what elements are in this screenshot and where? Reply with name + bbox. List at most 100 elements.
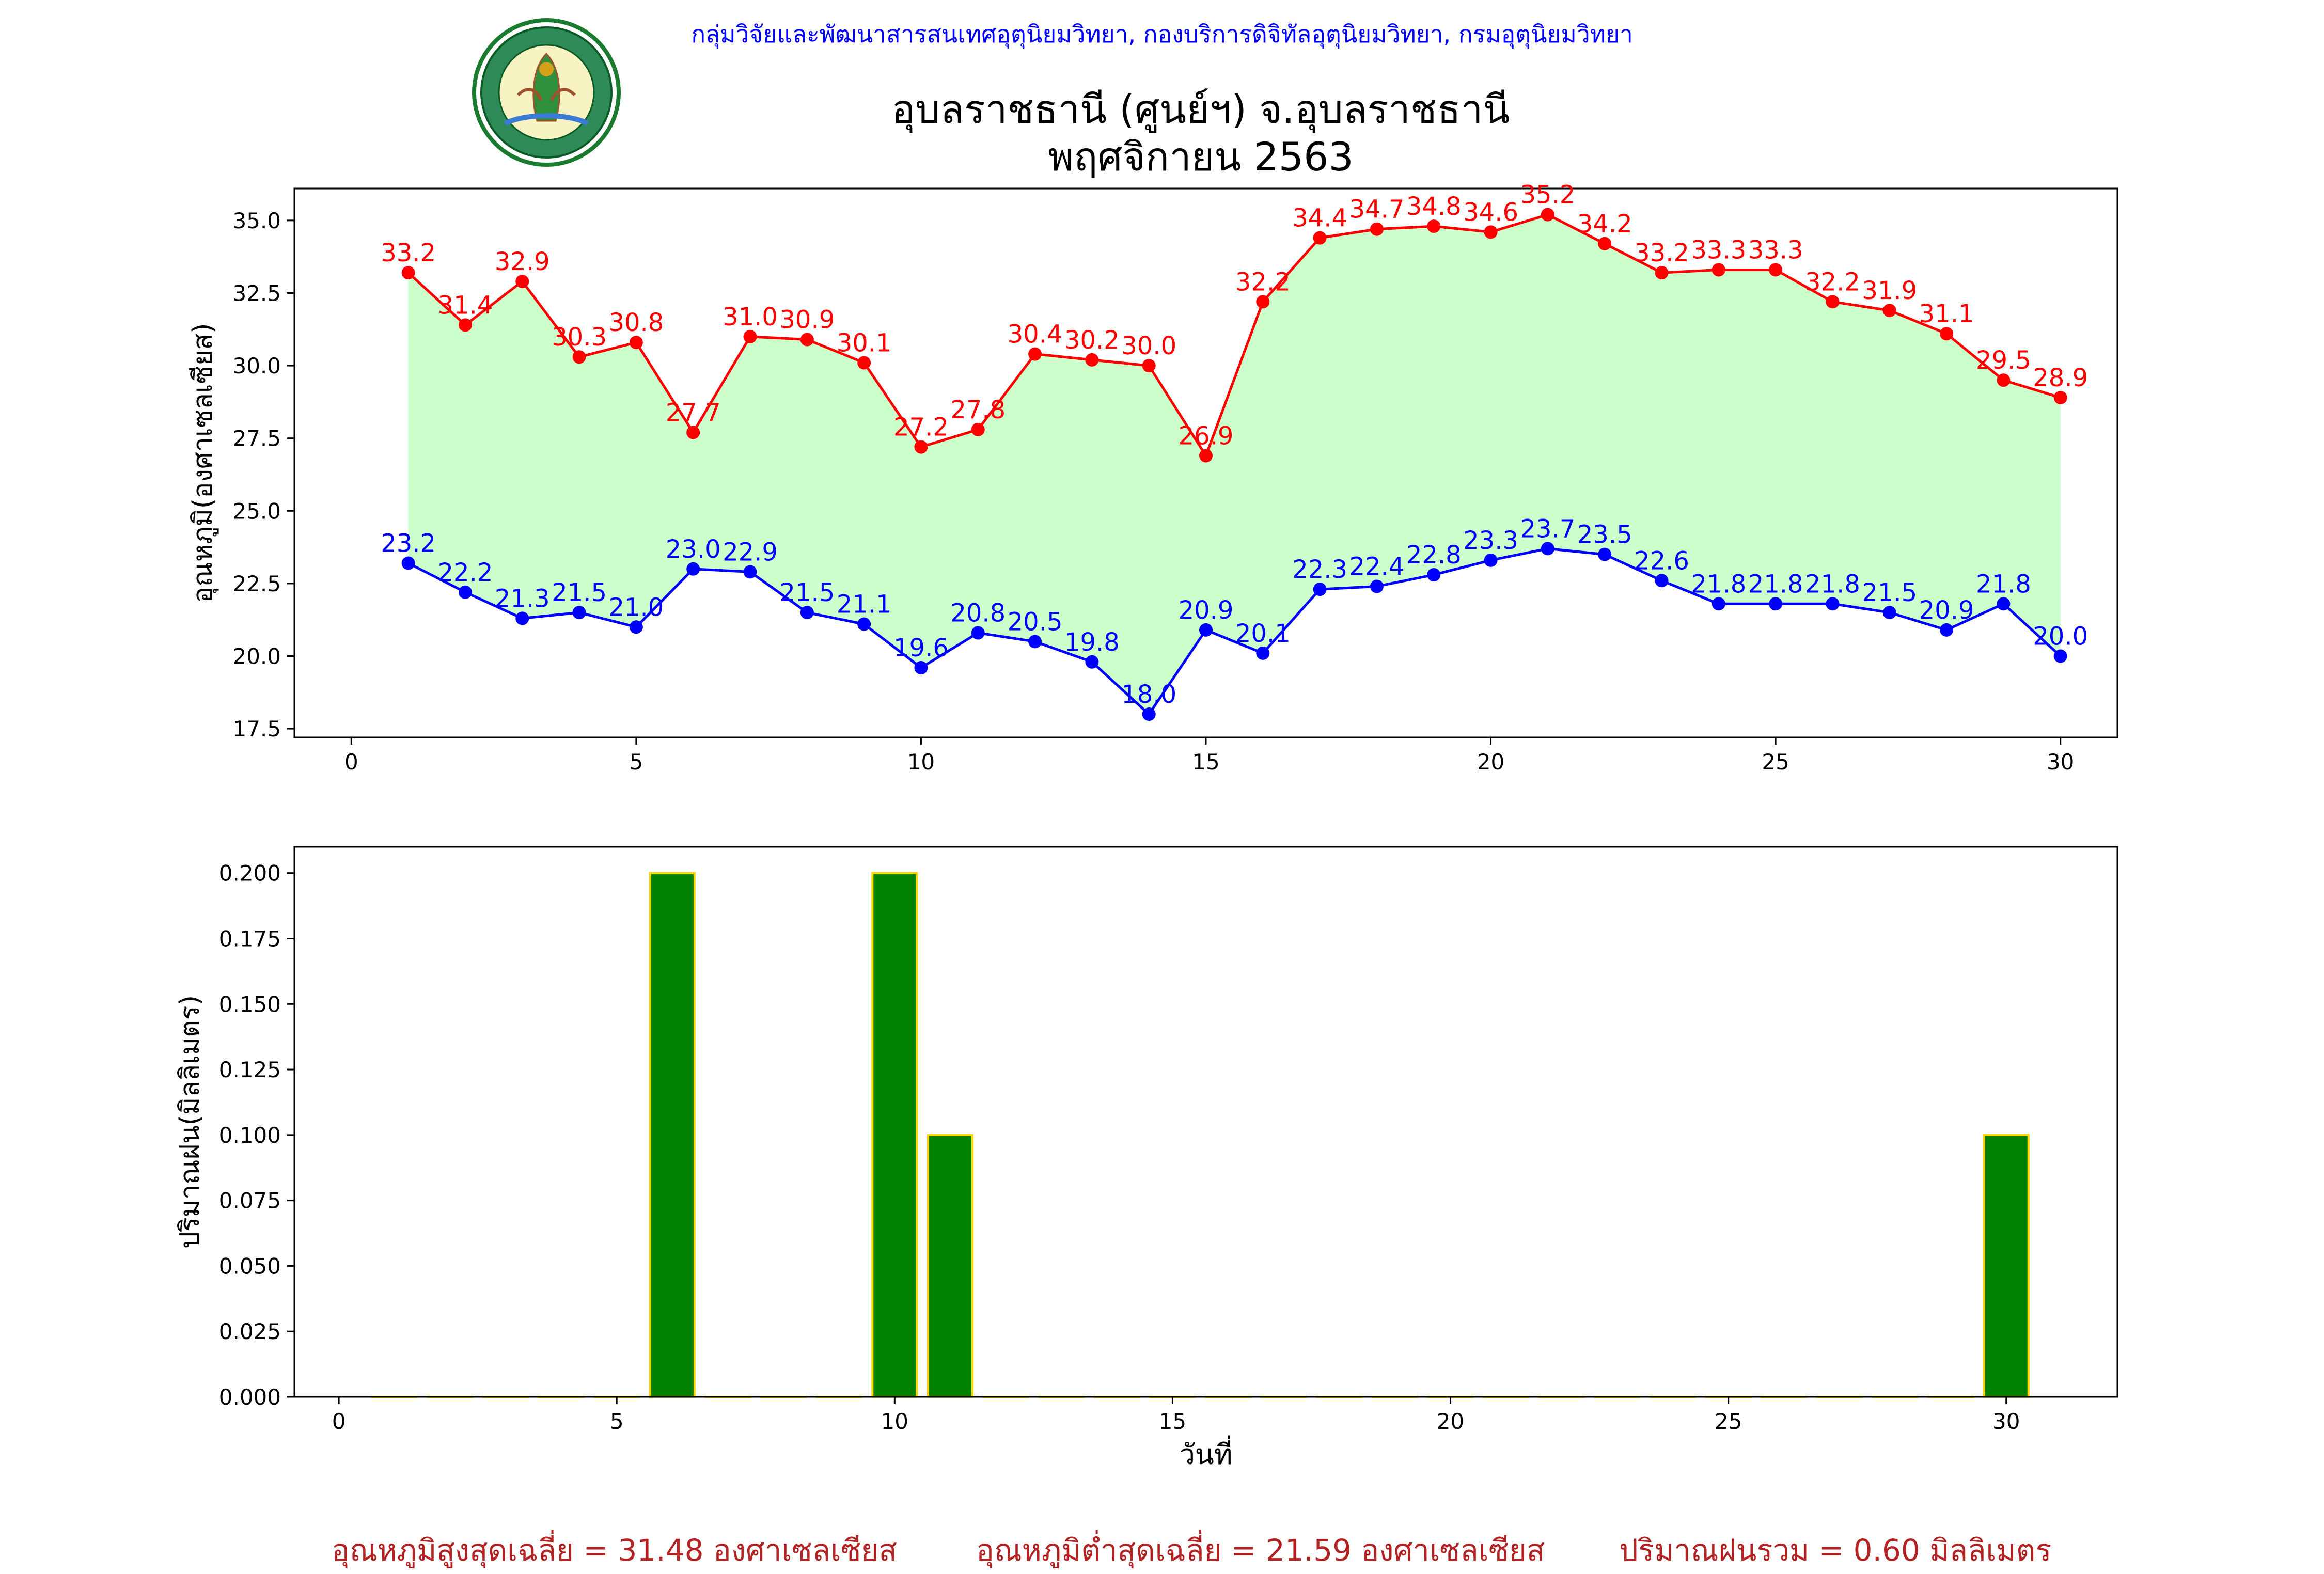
max-temperature-point <box>1085 353 1099 367</box>
min-temperature-label: 22.8 <box>1406 541 1462 570</box>
min-temperature-point <box>1541 542 1554 556</box>
max-temperature-point <box>1370 222 1384 236</box>
chart-subtitle: พฤศจิกายน 2563 <box>1048 134 1354 180</box>
min-temperature-label: 21.8 <box>1805 570 1860 599</box>
max-temperature-label: 33.2 <box>381 239 436 267</box>
max-temperature-point <box>1882 304 1896 318</box>
x-tick-label: 20 <box>1477 749 1504 775</box>
max-temperature-label: 31.0 <box>723 303 778 332</box>
x-tick-label: 25 <box>1715 1409 1742 1434</box>
max-temperature-point <box>971 422 985 436</box>
min-temperature-label: 22.9 <box>723 538 778 566</box>
min-temperature-point <box>1313 583 1327 596</box>
min-temperature-point <box>743 565 757 579</box>
min-temperature-label: 23.0 <box>666 535 721 564</box>
y-tick-label: 0.050 <box>219 1253 281 1279</box>
min-temperature-label: 22.3 <box>1292 555 1347 584</box>
min-temperature-label: 22.2 <box>438 558 493 587</box>
y-tick-label: 0.025 <box>219 1319 281 1344</box>
max-temperature-point <box>1199 449 1213 463</box>
max-temperature-point <box>1256 295 1270 309</box>
footer-avg-max: อุณหภูมิสูงสุดเฉลี่ย = 31.48 องศาเซลเซีย… <box>332 1533 897 1568</box>
max-temperature-point <box>800 333 814 347</box>
max-temperature-point <box>1769 263 1783 277</box>
y-tick-label: 0.000 <box>219 1384 281 1410</box>
max-temperature-point <box>1598 237 1612 250</box>
min-temperature-point <box>1882 606 1896 620</box>
max-temperature-point <box>515 274 529 288</box>
rain-bar <box>649 872 696 1398</box>
min-temperature-point <box>1598 547 1612 561</box>
y-tick-label: 0.100 <box>219 1123 281 1148</box>
min-temperature-point <box>2053 649 2067 663</box>
max-temperature-label: 33.2 <box>1634 239 1689 267</box>
min-temperature-label: 20.0 <box>2033 622 2088 651</box>
min-temperature-point <box>1427 568 1441 582</box>
min-temperature-label: 20.5 <box>1008 607 1063 636</box>
rainfall-chart: 0 5 10 15 20 25 30 0.000 0.025 0.050 0.075 0.100 0.1… <box>175 846 2118 1471</box>
y-tick-label: 0.175 <box>219 926 281 952</box>
min-temperature-point <box>572 606 586 620</box>
max-temperature-label: 34.6 <box>1463 198 1518 227</box>
y-tick-label: 22.5 <box>232 571 281 596</box>
max-temperature-label: 31.9 <box>1862 276 1917 305</box>
min-temperature-label: 23.2 <box>381 529 436 558</box>
plot-frame <box>293 846 2118 1398</box>
min-temperature-label: 20.9 <box>1179 596 1234 625</box>
max-temperature-label: 27.7 <box>666 398 721 427</box>
max-temperature-point <box>1940 327 1954 341</box>
max-temperature-label: 30.4 <box>1008 320 1063 349</box>
min-temperature-point <box>515 611 529 625</box>
temperature-range-fill <box>408 214 2061 715</box>
y-tick-label: 0.125 <box>219 1057 281 1082</box>
min-temperature-point <box>1769 597 1783 611</box>
max-temperature-point <box>743 329 757 343</box>
y-tick-label: 20.0 <box>232 644 281 669</box>
min-temperature-point <box>1997 597 2011 611</box>
min-temperature-point <box>1940 623 1954 637</box>
max-temperature-point <box>914 440 928 454</box>
max-temperature-label: 30.8 <box>608 308 664 337</box>
y-tick-label: 30.0 <box>232 353 281 379</box>
min-temperature-point <box>1085 655 1099 669</box>
min-temperature-point <box>629 620 643 634</box>
max-temperature-point <box>857 356 871 370</box>
min-temperature-label: 19.6 <box>893 634 949 663</box>
min-temperature-point <box>458 585 472 599</box>
meteorological-department-logo <box>472 18 621 167</box>
y-tick-label: 0.200 <box>219 861 281 886</box>
min-temperature-label: 22.6 <box>1634 546 1689 575</box>
max-temperature-point <box>686 426 700 439</box>
max-temperature-point <box>401 266 415 280</box>
y-tick-label: 0.075 <box>219 1188 281 1214</box>
min-temperature-point <box>401 556 415 570</box>
max-temperature-label: 34.4 <box>1292 204 1347 233</box>
max-temperature-point <box>1711 263 1725 277</box>
x-tick-label: 15 <box>1192 749 1219 775</box>
max-temperature-point <box>1484 225 1498 239</box>
max-temperature-point <box>1028 347 1042 361</box>
min-temperature-label: 22.4 <box>1349 553 1405 581</box>
min-temperature-point <box>1028 635 1042 649</box>
y-tick-label: 0.150 <box>219 991 281 1017</box>
max-temperature-line <box>407 213 2061 459</box>
max-temperature-point <box>1313 231 1327 245</box>
min-temperature-line <box>407 547 2062 716</box>
max-temperature-label: 32.2 <box>1805 267 1860 296</box>
x-tick-label: 0 <box>344 749 358 775</box>
max-temperature-label: 32.2 <box>1235 267 1291 296</box>
max-temperature-point <box>1997 373 2011 387</box>
min-temperature-point <box>1484 553 1498 567</box>
max-temperature-label: 28.9 <box>2033 364 2088 392</box>
max-temperature-point <box>458 318 472 332</box>
x-tick-label: 5 <box>610 1409 624 1434</box>
x-tick-label: 25 <box>1762 749 1789 775</box>
x-tick-label: 20 <box>1437 1409 1464 1434</box>
credit-line: กลุ่มวิจัยและพัฒนาสารสนเทศอุตุนิยมวิทยา,… <box>691 20 1633 48</box>
max-temperature-label: 30.9 <box>779 305 835 334</box>
max-temperature-label: 33.3 <box>1691 235 1746 264</box>
max-temperature-label: 30.0 <box>1121 332 1176 360</box>
x-axis-label: วันที่ <box>1180 1435 1233 1471</box>
min-temperature-label: 23.3 <box>1463 526 1518 555</box>
min-temperature-label: 21.5 <box>779 578 835 607</box>
